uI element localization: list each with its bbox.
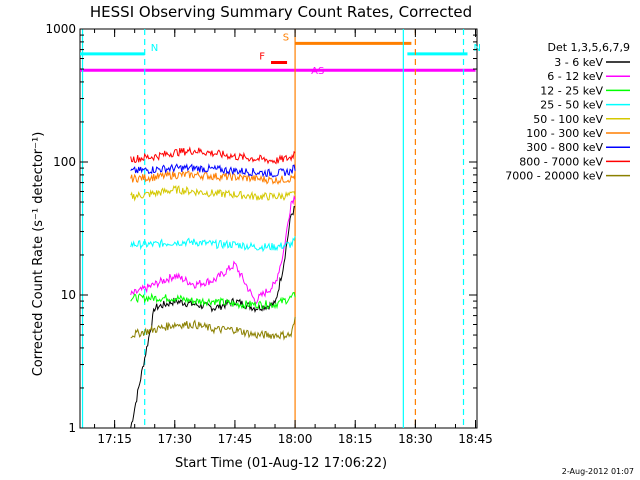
series-line [130,206,296,429]
series-line [130,235,296,253]
x-axis-label: Start Time (01-Aug-12 17:06:22) [175,456,387,471]
series-line [130,163,296,178]
flag-bar-label: AS [311,66,324,77]
tick-labels: 17:15 17:30 17:45 18:00 18:15 18:30 18:45 1 10 10… [45,22,492,446]
plot-frame [79,28,478,429]
series-line [130,316,296,341]
flag-bar-label: N [474,43,481,54]
x-tick-label: 18:15 [338,432,373,446]
flag-bars: N N S F AS [80,32,481,77]
y-tick-label: 1 [68,421,76,435]
legend-entry-label: 12 - 25 keV [540,84,603,97]
vertical-markers [81,29,465,428]
axis-ticks [80,28,477,429]
legend-entry-label: 25 - 50 keV [540,99,603,112]
legend-entry-label: 7000 - 20000 keV [505,170,603,183]
legend-entry-label: 6 - 12 keV [547,70,603,83]
series-line [130,146,296,165]
legend-entry-label: 800 - 7000 keV [519,155,603,168]
x-tick-label: 17:30 [157,432,192,446]
timestamp: 2-Aug-2012 01:07 [561,467,634,476]
y-tick-label: 10 [61,288,76,302]
x-tick-label: 17:45 [218,432,253,446]
legend-entry-label: 300 - 800 keV [526,141,603,154]
series-lines [130,146,296,429]
flag-bar-label: N [151,43,158,54]
legend-entry-label: 3 - 6 keV [554,56,603,69]
flag-bar-label: S [283,32,289,43]
legend-entry-label: 50 - 100 keV [533,113,603,126]
x-tick-label: 18:00 [278,432,313,446]
y-tick-label: 1000 [45,22,76,36]
x-tick-label: 18:30 [398,432,433,446]
legend-entry-label: 100 - 300 keV [526,127,603,140]
x-tick-label: 17:15 [97,432,132,446]
y-tick-label: 100 [53,155,76,169]
series-line [130,195,296,305]
y-axis-label: Corrected Count Rate (s⁻¹ detector⁻¹) [31,132,46,377]
legend-title: Det 1,3,5,6,7,9 [547,41,630,54]
chart-title: HESSI Observing Summary Count Rates, Cor… [90,3,472,21]
series-line [130,184,296,202]
series-line [130,292,296,310]
flag-bar-label: F [259,51,265,62]
series-line [130,170,296,185]
plot-border [79,28,478,429]
x-tick-label: 18:45 [458,432,493,446]
